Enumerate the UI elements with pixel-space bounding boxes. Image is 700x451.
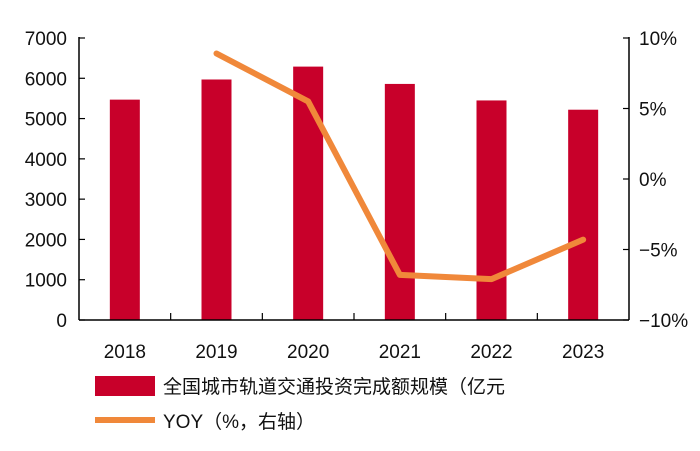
- left-tick-label: 7000: [25, 29, 67, 50]
- legend-bar-swatch: [95, 376, 155, 396]
- bar-2022: [477, 100, 507, 320]
- left-tick-label: 6000: [25, 69, 67, 90]
- right-tick-label: 5%: [639, 100, 667, 121]
- right-tick-label: 0%: [639, 170, 667, 191]
- right-tick-label: −5%: [639, 241, 678, 262]
- right-tick-label: 10%: [639, 29, 677, 50]
- x-tick-label: 2022: [470, 342, 512, 363]
- right-tick-label: −10%: [639, 311, 688, 332]
- bar-2018: [110, 100, 140, 320]
- x-tick-label: 2019: [195, 342, 237, 363]
- x-tick-label: 2020: [287, 342, 329, 363]
- left-tick-label: 5000: [25, 110, 67, 131]
- legend-bar-label: 全国城市轨道交通投资完成额规模（亿元: [163, 376, 505, 398]
- x-tick-label: 2018: [104, 342, 146, 363]
- left-tick-label: 3000: [25, 190, 67, 211]
- left-tick-label: 2000: [25, 230, 67, 251]
- x-tick-label: 2023: [562, 342, 604, 363]
- bar-2019: [202, 79, 232, 320]
- left-tick-label: 0: [56, 311, 67, 332]
- left-tick-label: 4000: [25, 150, 67, 171]
- legend-line-label: YOY（%，右轴）: [163, 411, 315, 433]
- bar-2021: [385, 84, 415, 320]
- x-tick-label: 2021: [379, 342, 421, 363]
- left-tick-label: 1000: [25, 271, 67, 292]
- bar-2023: [568, 110, 598, 320]
